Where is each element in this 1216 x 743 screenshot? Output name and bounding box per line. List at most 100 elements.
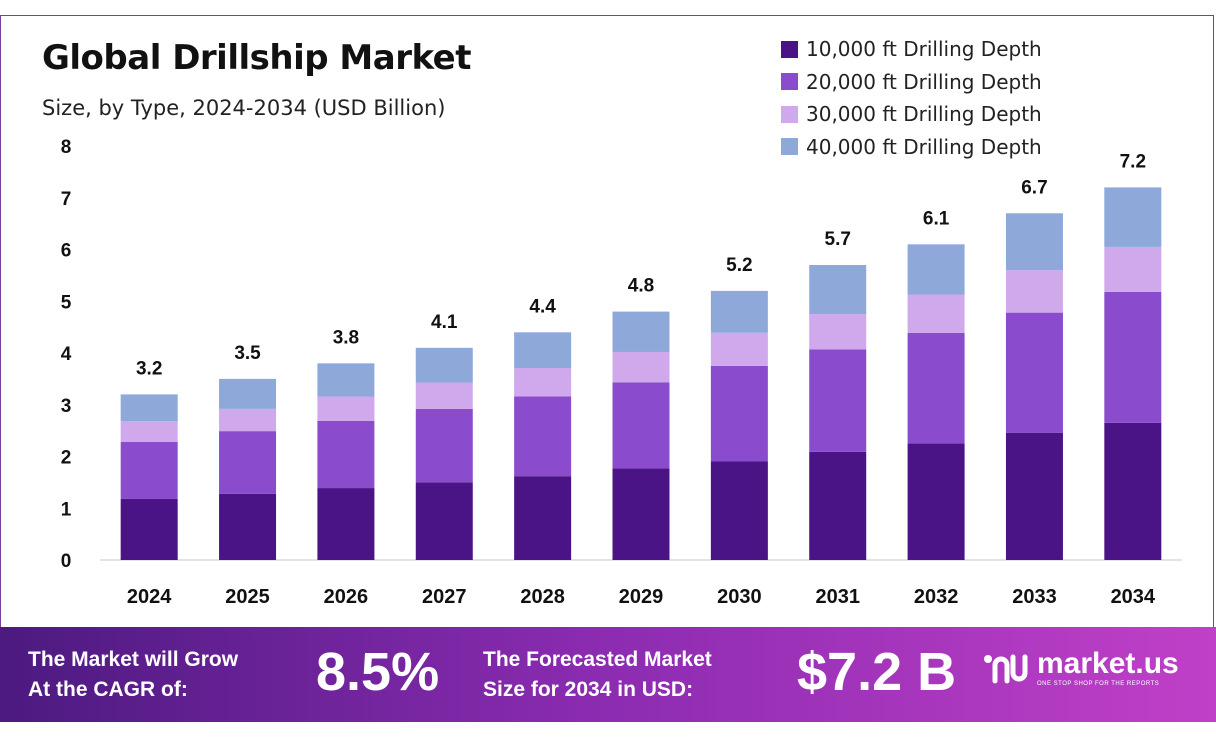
bar-segment-2034-series-2 — [1104, 291, 1162, 423]
bar-segment-2026-series-2 — [317, 420, 375, 489]
x-tick-label: 2028 — [520, 586, 565, 608]
forecast-label: The Forecasted Market Size for 2034 in U… — [483, 648, 712, 701]
bar-segment-2030-series-4 — [710, 290, 768, 333]
legend-label: 20,000 ft Drilling Depth — [806, 69, 1042, 94]
bar-segment-2032-series-1 — [907, 443, 965, 560]
bar-segment-2024-series-1 — [120, 498, 178, 560]
x-tick-label: 2025 — [225, 586, 270, 608]
legend-item-10000ft: 10,000 ft Drilling Depth — [781, 33, 1042, 66]
bar-segment-2031-series-4 — [809, 265, 867, 315]
bar-segment-2032-series-2 — [907, 332, 965, 444]
bar-segment-2029-series-4 — [612, 311, 670, 352]
bar-segment-2029-series-1 — [612, 468, 670, 560]
x-tick-label: 2030 — [717, 586, 762, 608]
bar-segment-2031-series-2 — [809, 349, 867, 452]
stacked-bar-chart: 0 1 2 3 4 5 6 7 8 3.2 2024 3.5 2025 3.8 2026 4.1 2027 4.4… — [61, 137, 1182, 608]
bar-segment-2034-series-3 — [1104, 246, 1162, 292]
y-tick-label: 7 — [61, 189, 72, 210]
bar-segment-2026-series-1 — [317, 488, 375, 560]
x-tick-label: 2032 — [914, 586, 959, 608]
bar-segment-2032-series-4 — [907, 244, 965, 295]
bar-segment-2028-series-3 — [514, 368, 572, 397]
bar-total-label: 3.5 — [234, 343, 261, 364]
x-tick-label: 2027 — [422, 586, 467, 608]
legend-swatch — [781, 105, 798, 123]
y-tick-label: 8 — [61, 137, 72, 158]
bar-total-label: 4.8 — [628, 276, 654, 297]
bar-total-label: 7.2 — [1120, 151, 1146, 172]
bar-segment-2033-series-1 — [1005, 432, 1063, 560]
bar-segment-2026-series-3 — [317, 396, 375, 421]
bar-segment-2033-series-2 — [1005, 312, 1063, 433]
bar-segment-2028-series-1 — [514, 476, 572, 560]
legend-swatch — [781, 138, 798, 156]
bar-segment-2025-series-2 — [219, 431, 277, 494]
y-tick-label: 5 — [61, 292, 72, 313]
x-tick-label: 2024 — [127, 586, 172, 608]
x-tick-label: 2026 — [324, 586, 369, 608]
bar-segment-2030-series-1 — [710, 461, 768, 560]
bar-segment-2028-series-2 — [514, 396, 572, 477]
bar-segment-2030-series-2 — [710, 365, 768, 462]
bar-segment-2025-series-4 — [219, 378, 277, 409]
chart-subtitle: Size, by Type, 2024-2034 (USD Billion) — [42, 96, 446, 120]
bar-segment-2033-series-4 — [1005, 213, 1063, 271]
cagr-value: 8.5% — [316, 642, 440, 702]
y-tick-label: 2 — [61, 448, 72, 469]
x-tick-label: 2034 — [1111, 586, 1156, 608]
y-tick-label: 6 — [61, 241, 72, 262]
legend-item-30000ft: 30,000 ft Drilling Depth — [781, 98, 1042, 131]
y-tick-label: 3 — [61, 396, 72, 417]
legend-item-20000ft: 20,000 ft Drilling Depth — [781, 66, 1042, 99]
bar-segment-2031-series-3 — [809, 314, 867, 350]
cagr-label: The Market will Grow At the CAGR of: — [28, 648, 239, 701]
legend-swatch — [781, 73, 798, 91]
x-tick-label: 2029 — [619, 586, 664, 608]
x-tick-label: 2033 — [1012, 586, 1057, 608]
bar-segment-2032-series-3 — [907, 294, 965, 333]
bar-segment-2030-series-3 — [710, 332, 768, 366]
bar-segment-2027-series-1 — [415, 482, 473, 560]
bar-segment-2024-series-4 — [120, 394, 178, 422]
bar-segment-2028-series-4 — [514, 332, 572, 369]
legend-label: 30,000 ft Drilling Depth — [806, 102, 1042, 127]
y-tick-label: 4 — [61, 344, 72, 365]
brand-logo: market.us ONE STOP SHOP FOR THE REPORTS — [983, 649, 1179, 687]
bar-total-label: 5.7 — [825, 229, 851, 250]
bar-total-label: 6.7 — [1021, 177, 1047, 198]
bar-segment-2024-series-3 — [120, 421, 178, 443]
bar-total-label: 4.1 — [431, 312, 458, 333]
bar-segment-2024-series-2 — [120, 442, 178, 499]
brand-name: market.us — [1037, 647, 1179, 680]
bar-segment-2031-series-1 — [809, 451, 867, 560]
bar-segment-2034-series-1 — [1104, 422, 1162, 560]
legend-label: 40,000 ft Drilling Depth — [806, 134, 1042, 159]
legend-swatch — [781, 40, 798, 58]
summary-banner: The Market will Grow At the CAGR of: 8.5… — [0, 627, 1216, 722]
y-tick-label: 1 — [61, 499, 72, 520]
x-tick-label: 2031 — [815, 586, 860, 608]
legend-item-40000ft: 40,000 ft Drilling Depth — [781, 131, 1042, 164]
bar-segment-2026-series-4 — [317, 363, 375, 397]
bar-total-label: 5.2 — [726, 255, 752, 276]
bar-total-label: 3.8 — [333, 327, 359, 348]
bar-total-label: 6.1 — [923, 208, 950, 229]
legend-label: 10,000 ft Drilling Depth — [806, 37, 1042, 62]
forecast-value: $7.2 B — [797, 642, 957, 702]
bar-total-label: 4.4 — [529, 296, 556, 317]
bar-segment-2029-series-2 — [612, 382, 670, 469]
brand-tagline: ONE STOP SHOP FOR THE REPORTS — [1037, 681, 1160, 687]
bar-total-label: 3.2 — [136, 358, 162, 379]
bar-segment-2027-series-4 — [415, 347, 473, 383]
bar-segment-2027-series-2 — [415, 408, 473, 483]
bar-segment-2033-series-3 — [1005, 270, 1063, 313]
bar-segment-2034-series-4 — [1104, 187, 1162, 247]
chart-title: Global Drillship Market — [42, 38, 471, 78]
market-us-logo-icon — [984, 654, 1028, 684]
bar-segment-2025-series-3 — [219, 408, 277, 432]
bar-segment-2027-series-3 — [415, 382, 473, 409]
bar-segment-2029-series-3 — [612, 351, 670, 383]
chart-legend: 10,000 ft Drilling Depth 20,000 ft Drill… — [781, 33, 1042, 163]
bar-segment-2025-series-1 — [219, 493, 277, 560]
y-tick-label: 0 — [61, 551, 72, 572]
